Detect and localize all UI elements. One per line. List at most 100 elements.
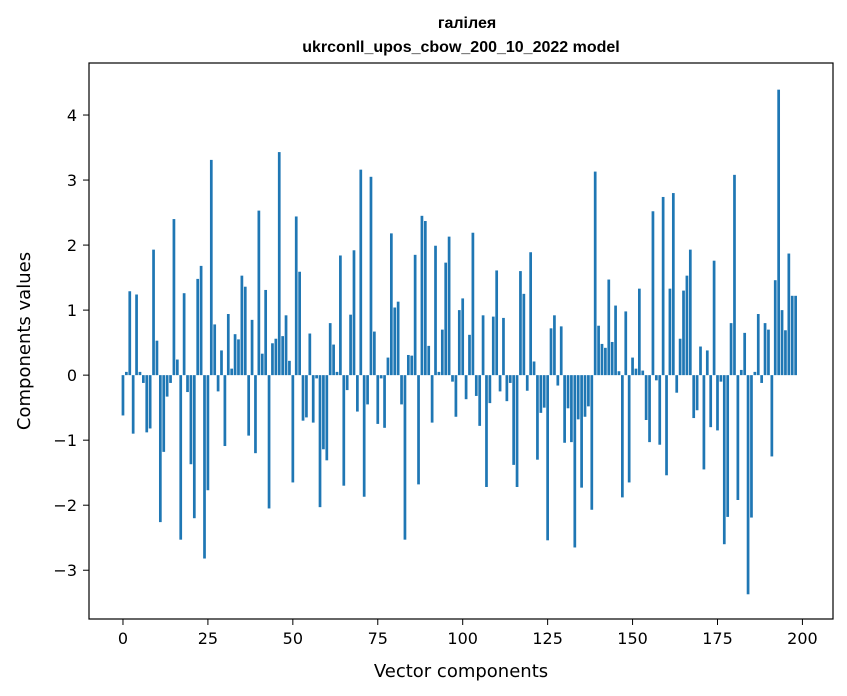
bar-23 xyxy=(199,265,203,376)
bar-60 xyxy=(325,375,329,461)
bar-101 xyxy=(464,375,468,400)
bar-55 xyxy=(308,333,312,376)
bar-48 xyxy=(284,315,288,376)
bar-72 xyxy=(366,375,369,405)
bar-95 xyxy=(444,262,448,376)
bar-149 xyxy=(627,375,631,483)
bar-121 xyxy=(532,361,536,376)
bar-33 xyxy=(233,334,237,376)
bar-91 xyxy=(430,375,434,423)
bar-20 xyxy=(189,375,193,465)
bar-22 xyxy=(196,278,200,376)
bar-73 xyxy=(369,176,373,376)
bar-176 xyxy=(719,375,723,382)
bar-141 xyxy=(600,343,604,376)
bar-195 xyxy=(784,330,787,376)
bar-96 xyxy=(447,236,451,376)
bar-74 xyxy=(373,331,376,376)
bar-160 xyxy=(665,375,668,476)
bar-107 xyxy=(485,375,488,487)
bar-102 xyxy=(468,334,471,376)
bar-70 xyxy=(359,169,363,376)
bar-50 xyxy=(291,375,295,483)
bar-197 xyxy=(790,295,794,376)
bar-4 xyxy=(135,294,138,376)
y-tick-label: 1 xyxy=(67,301,77,320)
bar-165 xyxy=(682,290,685,376)
bar-76 xyxy=(379,375,383,379)
bar-145 xyxy=(614,305,617,376)
bar-142 xyxy=(604,347,607,376)
x-axis-ticks: 0 25 50 75 100 125 150 175 200 xyxy=(118,619,818,648)
bar-18 xyxy=(182,293,186,376)
bar-144 xyxy=(610,341,614,376)
x-tick-label: 50 xyxy=(283,629,303,648)
bar-45 xyxy=(274,338,278,376)
bar-128 xyxy=(556,375,560,386)
bar-37 xyxy=(247,375,251,436)
bar-147 xyxy=(621,375,624,498)
bar-9 xyxy=(152,249,155,376)
bar-99 xyxy=(457,310,461,376)
bar-126 xyxy=(549,328,553,376)
bar-154 xyxy=(644,375,648,421)
bar-51 xyxy=(294,216,298,376)
bar-90 xyxy=(427,345,431,376)
bar-153 xyxy=(641,370,645,376)
bar-27 xyxy=(213,324,217,376)
bar-6 xyxy=(141,375,145,383)
bar-89 xyxy=(423,221,427,376)
bar-31 xyxy=(226,314,230,376)
bar-56 xyxy=(311,375,315,423)
bar-193 xyxy=(777,89,781,376)
bar-159 xyxy=(661,196,665,376)
x-tick-label: 150 xyxy=(617,629,648,648)
bar-122 xyxy=(536,375,539,460)
bar-21 xyxy=(192,375,196,519)
bar-84 xyxy=(406,354,410,376)
x-tick-label: 175 xyxy=(702,629,733,648)
y-axis-label: Components values xyxy=(14,252,35,430)
y-tick-label: 3 xyxy=(67,171,77,190)
bar-59 xyxy=(322,375,325,450)
bar-140 xyxy=(597,325,600,376)
bar-139 xyxy=(593,171,597,376)
bar-111 xyxy=(498,375,502,392)
x-tick-label: 25 xyxy=(198,629,218,648)
bar-53 xyxy=(301,375,305,421)
bar-178 xyxy=(726,375,730,517)
bar-157 xyxy=(654,375,658,381)
bar-32 xyxy=(230,368,234,376)
bar-88 xyxy=(420,215,424,376)
bar-133 xyxy=(573,375,577,548)
bar-94 xyxy=(440,329,444,376)
bar-62 xyxy=(332,344,335,376)
bar-35 xyxy=(240,275,244,376)
bar-188 xyxy=(760,375,764,383)
bar-163 xyxy=(675,375,679,393)
bar-87 xyxy=(417,375,420,485)
bar-113 xyxy=(505,375,509,402)
bar-10 xyxy=(155,340,159,376)
bar-83 xyxy=(403,375,407,540)
bar-1 xyxy=(125,371,128,376)
bar-130 xyxy=(563,375,566,443)
bar-151 xyxy=(634,368,638,376)
chart-subtitle: ukrconll_upos_cbow_200_10_2022 model xyxy=(302,39,619,56)
bar-173 xyxy=(709,375,713,428)
bar-54 xyxy=(305,375,308,418)
bar-46 xyxy=(277,152,281,376)
bar-114 xyxy=(508,375,512,383)
y-tick-label: 0 xyxy=(67,366,77,385)
bar-152 xyxy=(637,288,641,376)
x-tick-label: 125 xyxy=(532,629,563,648)
bar-198 xyxy=(794,295,797,376)
bar-14 xyxy=(169,375,172,383)
bar-156 xyxy=(651,211,655,376)
bar-103 xyxy=(471,232,475,376)
bar-19 xyxy=(186,375,189,393)
bar-68 xyxy=(352,250,356,376)
bar-92 xyxy=(434,245,437,376)
bar-43 xyxy=(267,375,271,509)
bar-40 xyxy=(257,210,261,376)
